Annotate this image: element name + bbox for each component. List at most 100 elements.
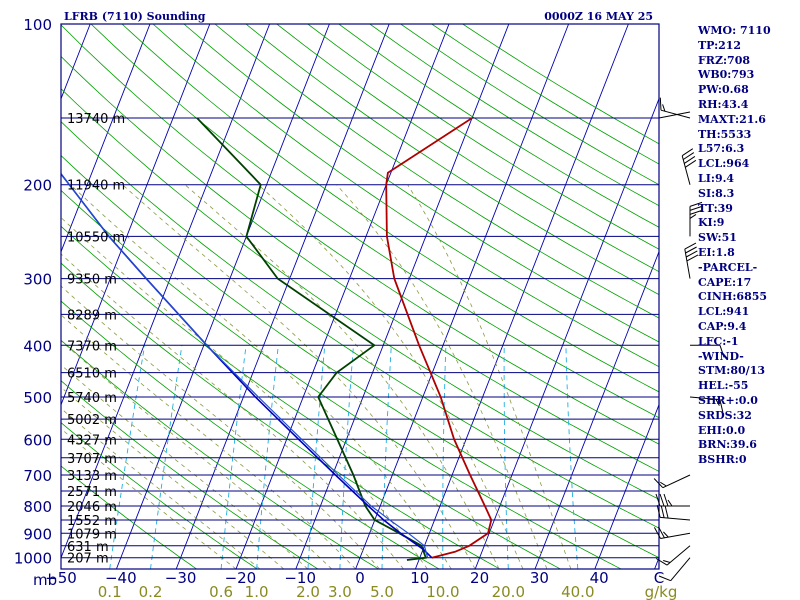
height-label: 631 m xyxy=(67,540,109,555)
wetbulb-profile xyxy=(61,173,429,558)
dry-adiabat-line xyxy=(61,300,440,569)
dry-adiabat-line xyxy=(61,422,258,569)
pressure-unit-label: mb xyxy=(33,571,57,589)
isotherm-line xyxy=(0,24,30,569)
temperature-tick-label: 0 xyxy=(355,569,365,587)
dry-adiabat-line xyxy=(61,189,622,569)
stat-item: RH:43.4 xyxy=(698,97,749,111)
dry-adiabat-line xyxy=(61,24,659,445)
stat-item: LCL:964 xyxy=(698,157,750,171)
dry-adiabat-line xyxy=(307,24,659,250)
temperature-tick-label: −30 xyxy=(165,569,197,587)
isotherm-line xyxy=(474,97,659,569)
isotherm-line xyxy=(414,24,629,569)
temperature-tick-label: 10 xyxy=(410,569,429,587)
isotherm-line xyxy=(61,24,211,406)
moist-adiabat-line xyxy=(61,285,380,569)
stat-item: SI:8.3 xyxy=(698,186,735,200)
stat-item: SRDS:32 xyxy=(698,408,752,422)
height-label: 10550 m xyxy=(67,230,125,245)
height-label: 6510 m xyxy=(67,367,117,382)
stat-item: L57:6.3 xyxy=(698,142,745,156)
wind-barb xyxy=(690,344,725,358)
mixing-ratio-label: 40.0 xyxy=(561,583,594,600)
pressure-tick-label: 600 xyxy=(23,431,52,449)
stat-item: FRZ:708 xyxy=(698,53,751,67)
dry-adiabat-line xyxy=(61,55,659,472)
mixing-ratio-line xyxy=(442,345,447,569)
stat-item: -WIND- xyxy=(698,349,744,363)
parcel-profile xyxy=(61,172,433,559)
height-label: 1552 m xyxy=(67,514,117,529)
moist-adiabat-line xyxy=(61,314,356,569)
isotherm-line xyxy=(355,24,570,569)
isotherm-line xyxy=(534,250,659,569)
mixing-ratio-label: 0.1 xyxy=(98,583,122,600)
dry-adiabat-line xyxy=(61,155,659,559)
moist-adiabat-line xyxy=(258,184,524,569)
dry-adiabat-line xyxy=(61,465,197,569)
dry-adiabat-line xyxy=(61,380,319,569)
pressure-tick-label: 900 xyxy=(23,525,52,543)
mixing-ratio-unit: g/kg xyxy=(645,583,678,600)
height-label: 2571 m xyxy=(67,485,117,500)
stat-item: STM:80/13 xyxy=(698,364,765,378)
mixing-ratio-line xyxy=(503,345,509,569)
height-label: 3133 m xyxy=(67,469,117,484)
stat-item: -PARCEL- xyxy=(698,260,758,274)
wind-barb xyxy=(689,201,703,237)
dry-adiabat-line xyxy=(183,24,659,343)
mixing-ratio-label: 2.0 xyxy=(296,583,320,600)
stat-item: PW:0.68 xyxy=(698,83,749,97)
dry-adiabat-line xyxy=(152,24,659,368)
dewpoint-profile xyxy=(196,117,428,561)
height-label: 3707 m xyxy=(67,452,117,467)
chart-title: LFRB (7110) Sounding xyxy=(64,10,206,23)
stat-item: TP:212 xyxy=(698,38,742,52)
dry-adiabat-line xyxy=(61,339,379,569)
height-label: 7370 m xyxy=(67,339,117,354)
temperature-tick-label: C xyxy=(654,569,664,587)
stat-item: WMO: 7110 xyxy=(698,24,771,37)
moist-adiabat-line xyxy=(70,184,452,569)
moist-adiabat-line xyxy=(61,253,404,569)
pressure-tick-label: 700 xyxy=(23,467,52,485)
mixing-ratio-label: 0.6 xyxy=(209,583,233,600)
dry-adiabat-line xyxy=(61,121,659,529)
wind-barb xyxy=(653,526,691,539)
dry-adiabat-line xyxy=(61,225,561,569)
dry-adiabat-line xyxy=(61,88,659,500)
moist-adiabat-line xyxy=(61,428,237,569)
height-label: 1079 m xyxy=(67,527,117,542)
stat-item: LCL:941 xyxy=(698,305,750,319)
wind-barb xyxy=(689,396,724,413)
dry-adiabat-line xyxy=(121,24,659,393)
temperature-tick-label: 20 xyxy=(470,569,489,587)
moist-adiabat-line xyxy=(407,184,572,569)
stat-item: BRN:39.6 xyxy=(698,438,757,452)
dry-adiabat-line xyxy=(214,24,659,319)
stat-item: EHI:0.0 xyxy=(698,423,746,437)
temperature-tick-label: −40 xyxy=(105,569,137,587)
pressure-tick-label: 400 xyxy=(23,337,52,355)
stat-item: TT:39 xyxy=(698,201,733,215)
mixing-ratio-line xyxy=(220,345,247,569)
height-label: 4327 m xyxy=(67,433,117,448)
temperature-tick-label: −20 xyxy=(225,569,257,587)
isotherm-line xyxy=(235,24,450,569)
temperature-profile xyxy=(385,117,493,559)
height-label: 5002 m xyxy=(67,413,117,428)
moist-adiabat-line xyxy=(122,184,476,569)
isotherm-line xyxy=(61,24,151,253)
chart-time: 0000Z 16 MAY 25 xyxy=(544,10,653,23)
temperature-tick-label: 40 xyxy=(590,569,609,587)
mixing-ratio-line xyxy=(307,345,326,569)
height-label: 2046 m xyxy=(67,500,117,515)
moist-adiabat-line xyxy=(336,184,548,569)
plot-frame xyxy=(60,23,660,570)
pressure-tick-label: 300 xyxy=(23,271,52,289)
height-label: 13740 m xyxy=(67,112,125,127)
moist-adiabat-line xyxy=(184,184,500,569)
stats-panel: WMO: 7110 TP:212 FRZ:708 WB0:793 PW:0.68 RH:4… xyxy=(698,24,798,468)
wind-barb xyxy=(658,557,691,582)
